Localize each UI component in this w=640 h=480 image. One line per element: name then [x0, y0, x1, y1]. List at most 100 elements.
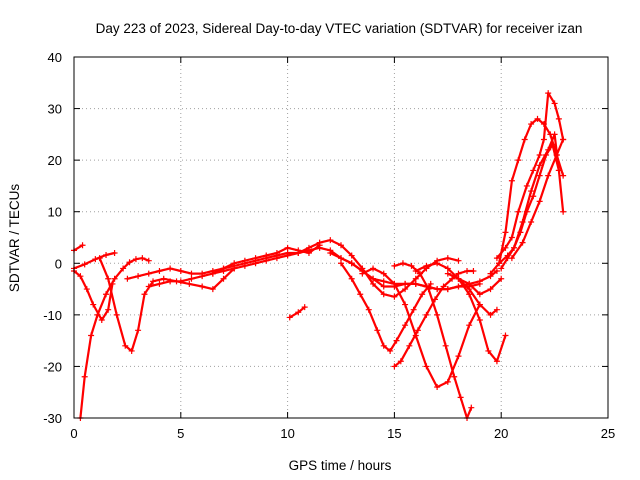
data-point: [493, 268, 500, 275]
x-tick-label: 5: [177, 426, 184, 441]
data-point: [357, 291, 364, 298]
data-point: [528, 188, 535, 195]
series-line: [495, 91, 565, 260]
data-point: [286, 314, 293, 321]
data-point: [455, 275, 462, 282]
data-point: [81, 373, 88, 380]
data-point: [88, 332, 95, 339]
data-point: [402, 322, 409, 329]
data-point: [534, 115, 541, 122]
data-point: [427, 280, 434, 287]
data-point: [530, 193, 537, 200]
data-point: [199, 273, 206, 280]
data-point: [466, 286, 473, 293]
data-point: [551, 100, 558, 107]
data-point: [455, 270, 462, 277]
data-point: [391, 293, 398, 300]
data-point: [126, 259, 133, 266]
data-point: [220, 275, 227, 282]
data-point: [135, 273, 142, 280]
series-track-4: [71, 242, 86, 254]
data-point: [451, 373, 458, 380]
data-point: [263, 257, 270, 264]
data-point: [393, 337, 400, 344]
chart-title: Day 223 of 2023, Sidereal Day-to-day VTE…: [96, 21, 583, 36]
data-point: [466, 291, 473, 298]
data-point: [316, 242, 323, 249]
y-tick-label: -30: [43, 411, 62, 426]
data-point: [199, 283, 206, 290]
data-point: [79, 242, 86, 249]
data-point: [545, 146, 552, 153]
data-point: [77, 273, 84, 280]
data-point: [560, 136, 567, 143]
data-point: [560, 172, 567, 179]
data-point: [412, 280, 419, 287]
data-point: [380, 270, 387, 277]
data-point: [502, 229, 509, 236]
data-point: [412, 268, 419, 275]
data-point: [498, 265, 505, 272]
x-tick-label: 10: [280, 426, 294, 441]
data-point: [468, 404, 475, 411]
data-point: [406, 342, 413, 349]
data-point: [464, 268, 471, 275]
data-point: [370, 265, 377, 272]
data-point: [402, 286, 409, 293]
data-point: [536, 151, 543, 158]
data-point: [555, 115, 562, 122]
data-point: [523, 182, 530, 189]
data-point: [273, 255, 280, 262]
data-point: [498, 275, 505, 282]
data-point: [476, 317, 483, 324]
data-point: [519, 239, 526, 246]
data-point: [515, 157, 522, 164]
data-point: [536, 172, 543, 179]
data-point: [128, 347, 135, 354]
data-point: [455, 283, 462, 290]
data-point: [160, 275, 167, 282]
data-point: [551, 131, 558, 138]
data-point: [103, 252, 110, 259]
data-point: [231, 265, 238, 272]
data-point: [423, 262, 430, 269]
data-point: [111, 249, 118, 256]
data-point: [139, 255, 146, 262]
data-point: [487, 311, 494, 318]
data-point: [145, 283, 152, 290]
data-point: [442, 342, 449, 349]
y-tick-label: 40: [48, 50, 62, 65]
y-tick-label: 0: [55, 256, 62, 271]
data-point: [399, 260, 406, 267]
data-point: [545, 90, 552, 97]
series-track-22: [508, 136, 567, 262]
data-point: [555, 167, 562, 174]
data-point: [536, 198, 543, 205]
data-point: [188, 270, 195, 277]
data-point: [167, 278, 174, 285]
y-tick-label: 10: [48, 205, 62, 220]
data-point: [493, 358, 500, 365]
series-track-10: [338, 260, 434, 354]
data-point: [273, 249, 280, 256]
data-point: [295, 247, 302, 254]
data-point: [263, 252, 270, 259]
x-tick-label: 0: [70, 426, 77, 441]
data-point: [466, 322, 473, 329]
data-point: [380, 342, 387, 349]
data-point: [540, 136, 547, 143]
data-point: [124, 275, 131, 282]
y-axis-label: SDTVAR / TECUs: [7, 184, 22, 293]
data-point: [132, 256, 139, 263]
data-point: [305, 244, 312, 251]
y-tick-label: -10: [43, 308, 62, 323]
data-point: [434, 311, 441, 318]
data-point: [402, 301, 409, 308]
data-point: [120, 265, 127, 272]
data-point: [412, 275, 419, 282]
data-point: [209, 270, 216, 277]
data-point: [457, 394, 464, 401]
data-point: [508, 255, 515, 262]
y-tick-label: 20: [48, 153, 62, 168]
data-point: [141, 291, 148, 298]
